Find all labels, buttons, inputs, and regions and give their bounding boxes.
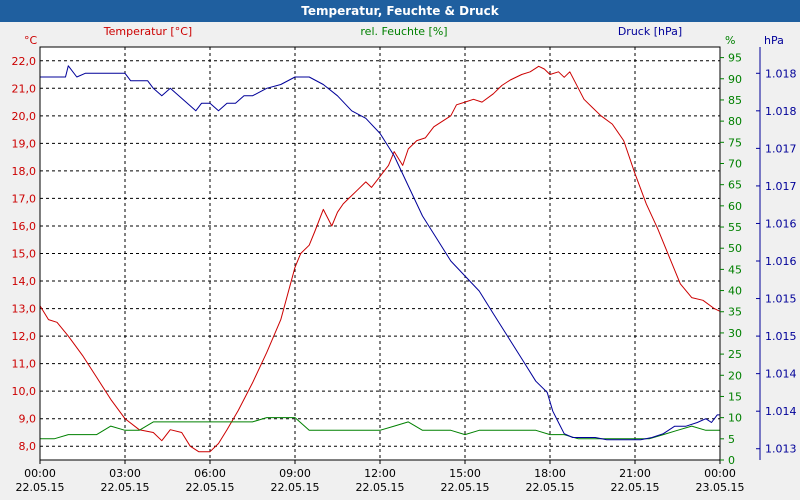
humidity-tick-label: 25 xyxy=(728,348,742,361)
series-lines xyxy=(39,65,721,453)
pressure-unit-label: hPa xyxy=(764,34,784,47)
x-tick-time-label: 12:00 xyxy=(364,467,396,480)
humidity-tick-label: 85 xyxy=(728,94,742,107)
x-tick-date-label: 22.05.15 xyxy=(526,481,575,494)
x-tick-date-label: 22.05.15 xyxy=(186,481,235,494)
humidity-tick-label: 55 xyxy=(728,221,742,234)
temperature-series-header: Temperatur [°C] xyxy=(103,25,192,38)
x-tick-time-label: 03:00 xyxy=(109,467,141,480)
humidity-tick-label: 65 xyxy=(728,179,742,192)
grid-lines xyxy=(40,47,720,460)
temperature-unit-label: °C xyxy=(24,34,38,47)
temperature-tick-label: 19,0 xyxy=(12,137,37,150)
pressure-tick-label: 1.015 xyxy=(765,293,797,306)
pressure-tick-label: 1.017 xyxy=(765,142,797,155)
humidity-tick-label: 0 xyxy=(728,454,735,467)
humidity-tick-label: 35 xyxy=(728,306,742,319)
humidity-tick-label: 90 xyxy=(728,73,742,86)
pressure-tick-label: 1.017 xyxy=(765,180,797,193)
humidity-tick-label: 5 xyxy=(728,433,735,446)
pressure-line xyxy=(40,65,720,441)
humidity-tick-label: 95 xyxy=(728,52,742,65)
x-tick-date-label: 23.05.15 xyxy=(696,481,745,494)
x-tick-time-label: 15:00 xyxy=(449,467,481,480)
axis-labels: 00:0022.05.1503:0022.05.1506:0022.05.150… xyxy=(12,25,797,494)
x-tick-date-label: 22.05.15 xyxy=(611,481,660,494)
pressure-tick-label: 1.018 xyxy=(765,67,797,80)
pressure-tick-label: 1.013 xyxy=(765,443,797,456)
humidity-tick-label: 70 xyxy=(728,157,742,170)
pressure-tick-label: 1.014 xyxy=(765,368,797,381)
x-tick-date-label: 22.05.15 xyxy=(16,481,65,494)
humidity-tick-label: 80 xyxy=(728,115,742,128)
pressure-tick-label: 1.018 xyxy=(765,105,797,118)
humidity-tick-label: 75 xyxy=(728,136,742,149)
temperature-tick-label: 18,0 xyxy=(12,165,37,178)
x-tick-date-label: 22.05.15 xyxy=(271,481,320,494)
pressure-series-header: Druck [hPa] xyxy=(618,25,682,38)
temperature-tick-label: 14,0 xyxy=(12,275,37,288)
humidity-line xyxy=(40,417,720,440)
humidity-tick-label: 40 xyxy=(728,285,742,298)
pressure-tick-label: 1.015 xyxy=(765,330,797,343)
x-tick-time-label: 18:00 xyxy=(534,467,566,480)
temperature-tick-label: 9,0 xyxy=(19,413,37,426)
pressure-tick-label: 1.016 xyxy=(765,255,797,268)
temperature-tick-label: 20,0 xyxy=(12,110,37,123)
chart-title: Temperatur, Feuchte & Druck xyxy=(0,0,800,22)
humidity-series-header: rel. Feuchte [%] xyxy=(360,25,447,38)
temperature-tick-label: 12,0 xyxy=(12,330,37,343)
x-tick-time-label: 09:00 xyxy=(279,467,311,480)
temperature-tick-label: 17,0 xyxy=(12,192,37,205)
x-tick-date-label: 22.05.15 xyxy=(101,481,150,494)
temperature-line xyxy=(39,65,721,453)
temperature-tick-label: 13,0 xyxy=(12,303,37,316)
pressure-tick-label: 1.014 xyxy=(765,405,797,418)
x-tick-time-label: 00:00 xyxy=(704,467,736,480)
humidity-tick-label: 50 xyxy=(728,242,742,255)
temperature-tick-label: 10,0 xyxy=(12,385,37,398)
temperature-tick-label: 16,0 xyxy=(12,220,37,233)
pressure-tick-label: 1.016 xyxy=(765,217,797,230)
humidity-tick-label: 60 xyxy=(728,200,742,213)
x-tick-time-label: 00:00 xyxy=(24,467,56,480)
chart-area: 00:0022.05.1503:0022.05.1506:0022.05.150… xyxy=(12,25,797,494)
x-tick-date-label: 22.05.15 xyxy=(441,481,490,494)
x-tick-time-label: 21:00 xyxy=(619,467,651,480)
temperature-tick-label: 8,0 xyxy=(19,440,37,453)
temperature-tick-label: 21,0 xyxy=(12,82,37,95)
temperature-tick-label: 15,0 xyxy=(12,248,37,261)
humidity-tick-label: 15 xyxy=(728,390,742,403)
x-tick-date-label: 22.05.15 xyxy=(356,481,405,494)
humidity-tick-label: 30 xyxy=(728,327,742,340)
x-tick-time-label: 06:00 xyxy=(194,467,226,480)
temperature-tick-label: 11,0 xyxy=(12,358,37,371)
humidity-tick-label: 10 xyxy=(728,412,742,425)
humidity-tick-label: 20 xyxy=(728,369,742,382)
humidity-unit-label: % xyxy=(725,34,735,47)
temperature-tick-label: 22,0 xyxy=(12,55,37,68)
humidity-tick-label: 45 xyxy=(728,263,742,276)
